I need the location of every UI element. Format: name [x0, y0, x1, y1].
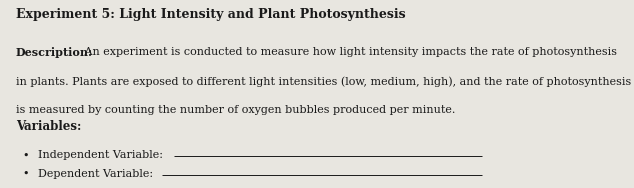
- Text: Independent Variable:: Independent Variable:: [38, 150, 163, 160]
- Text: An experiment is conducted to measure how light intensity impacts the rate of ph: An experiment is conducted to measure ho…: [81, 47, 617, 57]
- Text: •: •: [22, 169, 29, 179]
- Text: Description:: Description:: [16, 47, 93, 58]
- Text: Experiment 5: Light Intensity and Plant Photosynthesis: Experiment 5: Light Intensity and Plant …: [16, 8, 406, 21]
- Text: Dependent Variable:: Dependent Variable:: [38, 169, 153, 179]
- Text: •: •: [22, 150, 29, 160]
- Text: is measured by counting the number of oxygen bubbles produced per minute.: is measured by counting the number of ox…: [16, 105, 455, 115]
- Text: in plants. Plants are exposed to different light intensities (low, medium, high): in plants. Plants are exposed to differe…: [16, 76, 631, 87]
- Text: Variables:: Variables:: [16, 120, 81, 133]
